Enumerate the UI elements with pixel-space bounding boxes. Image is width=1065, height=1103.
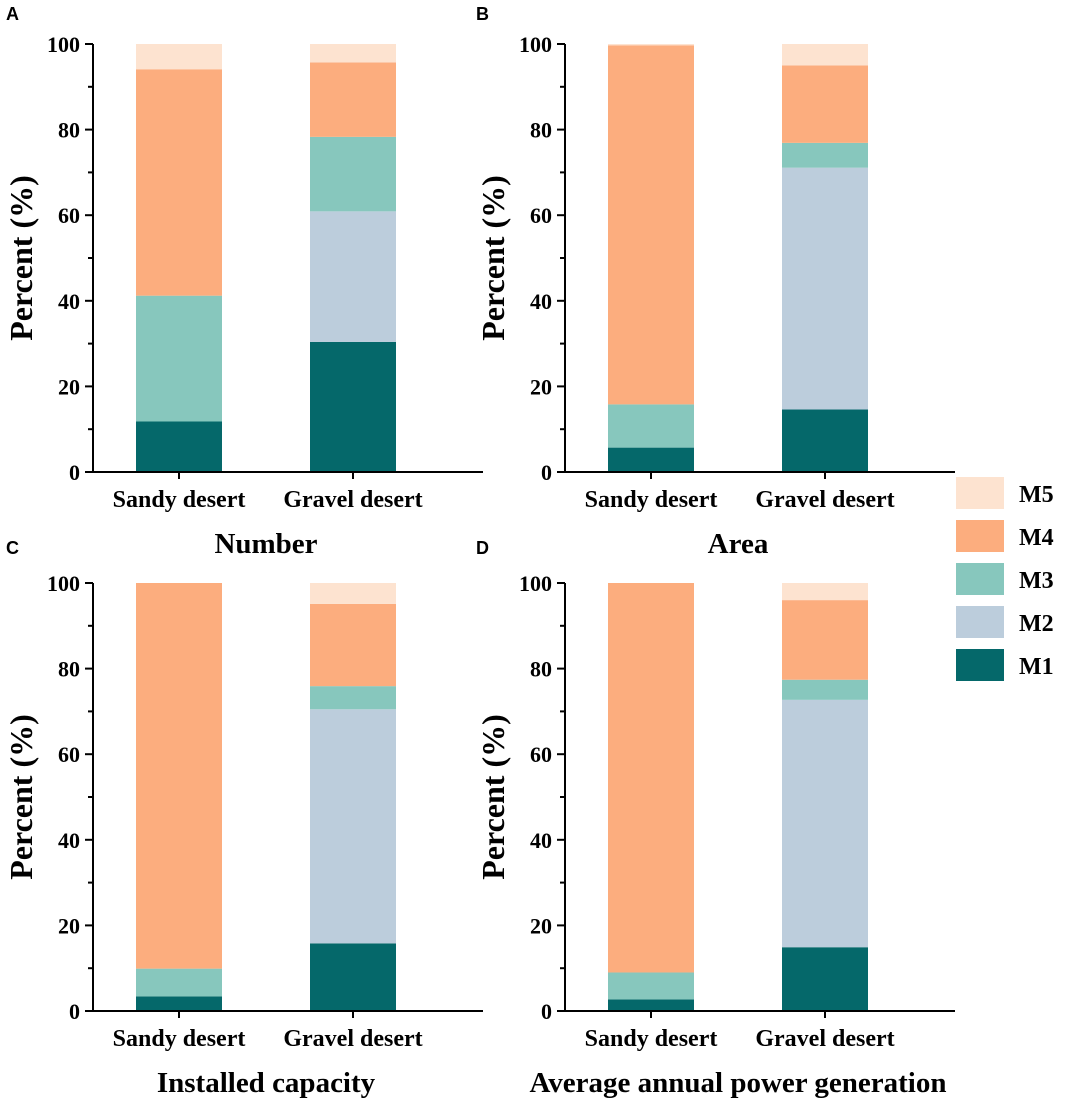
x-category-label: Sandy desert — [585, 1026, 718, 1052]
panel-letter: B — [476, 4, 489, 24]
x-category-label: Gravel desert — [755, 1026, 894, 1052]
x-category-label: Gravel desert — [755, 487, 894, 513]
legend: M5 M4 M3 M2 M1 — [956, 477, 1054, 681]
bar-sandy-desert-m4 — [136, 583, 222, 969]
bar-sandy-desert-m3 — [136, 295, 222, 422]
bar-gravel-desert-m3 — [782, 142, 868, 168]
legend-label-m2: M2 — [1019, 611, 1054, 637]
legend-label-m1: M1 — [1019, 654, 1054, 680]
y-tick-label: 40 — [58, 289, 80, 314]
panel-letter: C — [6, 538, 19, 558]
panel-a: 0 20 40 60 80 100 Sandy desert Gravel desert Per… — [3, 4, 483, 560]
bar-gravel-desert-m5 — [782, 44, 868, 66]
y-axis-title: Percent (%) — [3, 714, 39, 880]
bar-gravel-desert-m2 — [782, 699, 868, 948]
bar-gravel-desert-m3 — [310, 136, 396, 212]
y-tick-label: 80 — [530, 118, 552, 143]
y-tick-label: 40 — [530, 289, 552, 314]
legend-label-m4: M4 — [1019, 525, 1054, 551]
bar-sandy-desert-m1 — [608, 999, 694, 1011]
y-tick-label: 20 — [530, 374, 552, 399]
panel-letter: A — [6, 4, 19, 24]
x-axis-title: Area — [708, 528, 769, 560]
y-axis-title: Percent (%) — [475, 714, 511, 880]
y-tick-label: 20 — [58, 913, 80, 938]
x-category-label: Sandy desert — [113, 1026, 246, 1052]
legend-swatch-m2 — [956, 606, 1004, 638]
y-tick-label: 80 — [58, 657, 80, 682]
x-axis-title: Average annual power generation — [530, 1067, 947, 1099]
y-tick-label: 80 — [58, 118, 80, 143]
legend-swatch-m3 — [956, 563, 1004, 595]
bar-sandy-desert-m4 — [608, 583, 694, 973]
y-tick-label: 60 — [530, 203, 552, 228]
bar-sandy-desert-m3 — [136, 968, 222, 997]
panel-letter: D — [476, 538, 489, 558]
bar-sandy-desert-m1 — [136, 421, 222, 472]
y-tick-label: 40 — [530, 828, 552, 853]
bar-gravel-desert-m2 — [310, 211, 396, 342]
bar-gravel-desert-m3 — [310, 686, 396, 710]
x-category-label: Sandy desert — [113, 487, 246, 513]
bar-sandy-desert-m1 — [608, 447, 694, 472]
bar-gravel-desert-m1 — [310, 943, 396, 1011]
bar-gravel-desert-m3 — [782, 679, 868, 700]
x-category-label: Sandy desert — [585, 487, 718, 513]
bar-gravel-desert-m5 — [782, 583, 868, 601]
bar-sandy-desert-m3 — [608, 972, 694, 1000]
bar-sandy-desert-m5 — [608, 44, 694, 46]
legend-swatch-m4 — [956, 520, 1004, 552]
x-axis-title: Number — [214, 528, 317, 560]
legend-swatch-m1 — [956, 649, 1004, 681]
bar-gravel-desert-m2 — [782, 167, 868, 410]
y-tick-label: 100 — [47, 32, 80, 57]
legend-label-m3: M3 — [1019, 568, 1054, 594]
panel-b: 0 20 40 60 80 100 Sandy desert Gravel desert Per… — [475, 4, 955, 560]
bar-gravel-desert-m5 — [310, 44, 396, 63]
bar-gravel-desert-m4 — [310, 603, 396, 687]
bar-gravel-desert-m1 — [782, 947, 868, 1011]
bar-sandy-desert-m5 — [136, 44, 222, 70]
y-tick-label: 100 — [519, 32, 552, 57]
panel-d: 0 20 40 60 80 100 Sandy desert Gravel desert Per… — [475, 538, 955, 1099]
bar-sandy-desert-m1 — [136, 996, 222, 1011]
x-category-label: Gravel desert — [283, 1026, 422, 1052]
y-tick-label: 60 — [58, 742, 80, 767]
y-axis-title: Percent (%) — [475, 175, 511, 341]
x-axis-title: Installed capacity — [157, 1067, 376, 1099]
bar-gravel-desert-m4 — [782, 600, 868, 680]
bar-sandy-desert-m4 — [136, 69, 222, 296]
y-tick-label: 80 — [530, 657, 552, 682]
bar-gravel-desert-m1 — [782, 409, 868, 472]
y-tick-label: 20 — [530, 913, 552, 938]
y-tick-label: 100 — [519, 571, 552, 596]
y-tick-label: 40 — [58, 828, 80, 853]
x-category-label: Gravel desert — [283, 487, 422, 513]
bar-gravel-desert-m4 — [310, 62, 396, 137]
legend-swatch-m5 — [956, 477, 1004, 509]
y-tick-label: 60 — [530, 742, 552, 767]
bar-gravel-desert-m5 — [310, 583, 396, 604]
bar-gravel-desert-m1 — [310, 341, 396, 472]
legend-label-m5: M5 — [1019, 482, 1054, 508]
panel-c: 0 20 40 60 80 100 Sandy desert Gravel desert Per… — [3, 538, 483, 1099]
y-axis-title: Percent (%) — [3, 175, 39, 341]
y-tick-label: 0 — [541, 460, 552, 485]
panels: 0 20 40 60 80 100 Sandy desert Gravel desert Per… — [3, 4, 955, 1099]
y-tick-label: 0 — [69, 999, 80, 1024]
bar-gravel-desert-m2 — [310, 709, 396, 944]
y-tick-label: 60 — [58, 203, 80, 228]
bar-gravel-desert-m4 — [782, 65, 868, 143]
bar-sandy-desert-m4 — [608, 45, 694, 405]
y-tick-label: 100 — [47, 571, 80, 596]
y-tick-label: 0 — [69, 460, 80, 485]
y-tick-label: 20 — [58, 374, 80, 399]
y-tick-label: 0 — [541, 999, 552, 1024]
bar-sandy-desert-m3 — [608, 404, 694, 448]
